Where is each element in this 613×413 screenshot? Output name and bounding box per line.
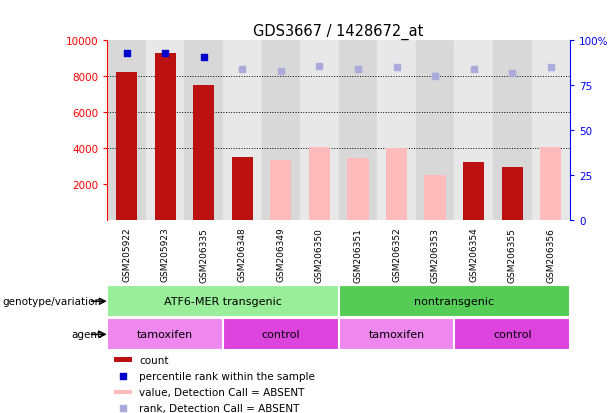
Bar (338, 286, 570, 317)
Bar (338, 319, 454, 350)
Point (546, 65, 556, 71)
Title: GDS3667 / 1428672_at: GDS3667 / 1428672_at (254, 24, 424, 40)
Text: agent: agent (71, 330, 101, 339)
Text: genotype/variation: genotype/variation (2, 297, 101, 306)
Bar (116, 73, 137, 221)
Bar (114, 357, 132, 362)
Point (508, 70, 517, 77)
Point (237, 67, 247, 74)
Bar (386, 149, 407, 221)
Bar (454, 319, 570, 350)
Point (160, 50, 170, 57)
Bar (501, 168, 523, 221)
Bar (223, 319, 339, 350)
Bar (193, 85, 215, 221)
Bar (107, 286, 338, 317)
Bar (107, 319, 223, 350)
Point (118, 405, 128, 411)
Bar (493, 41, 531, 221)
Point (392, 65, 402, 71)
Bar (107, 41, 146, 221)
Bar (416, 41, 454, 221)
Point (430, 74, 440, 81)
Bar (185, 41, 223, 221)
Point (469, 67, 479, 74)
Text: ATF6-MER transgenic: ATF6-MER transgenic (164, 297, 282, 306)
Bar (531, 41, 570, 221)
Text: percentile rank within the sample: percentile rank within the sample (139, 371, 315, 381)
Bar (232, 157, 253, 221)
Point (118, 373, 128, 379)
Bar (540, 147, 562, 221)
Bar (223, 41, 262, 221)
Bar (377, 41, 416, 221)
Bar (454, 41, 493, 221)
Text: tamoxifen: tamoxifen (368, 330, 425, 339)
Bar (339, 41, 377, 221)
Bar (309, 147, 330, 221)
Text: rank, Detection Call = ABSENT: rank, Detection Call = ABSENT (139, 403, 299, 413)
Text: value, Detection Call = ABSENT: value, Detection Call = ABSENT (139, 387, 304, 397)
Point (199, 54, 208, 61)
Text: control: control (262, 330, 300, 339)
Bar (270, 160, 291, 221)
Bar (348, 159, 368, 221)
Bar (424, 176, 446, 221)
Text: control: control (493, 330, 531, 339)
Bar (146, 41, 185, 221)
Bar (262, 41, 300, 221)
Point (276, 69, 286, 75)
Text: nontransgenic: nontransgenic (414, 297, 495, 306)
Point (314, 63, 324, 70)
Bar (300, 41, 339, 221)
Text: count: count (139, 355, 169, 365)
Text: tamoxifen: tamoxifen (137, 330, 193, 339)
Bar (154, 54, 176, 221)
Bar (463, 163, 484, 221)
Point (353, 67, 363, 74)
Bar (114, 389, 132, 394)
Point (121, 50, 131, 57)
